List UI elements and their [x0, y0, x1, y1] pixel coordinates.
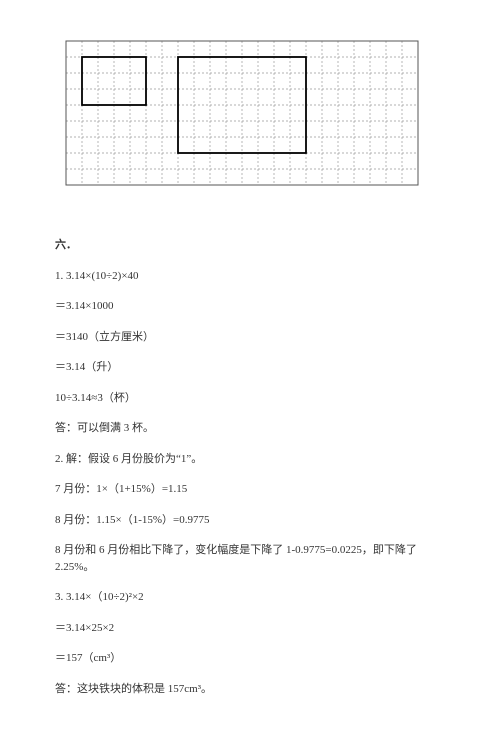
content-block: 六． 1. 3.14×(10÷2)×40 ＝3.14×1000 ＝3140（立方… — [55, 237, 445, 697]
line: 7 月份：1×（1+15%）=1.15 — [55, 481, 445, 498]
grid-diagram — [65, 40, 445, 189]
line: 答：这块铁块的体积是 157cm³。 — [55, 681, 445, 698]
section-title: 六． — [55, 237, 445, 254]
line: ＝3.14×1000 — [55, 298, 445, 315]
line: ＝3140（立方厘米） — [55, 329, 445, 346]
line: 1. 3.14×(10÷2)×40 — [55, 268, 445, 285]
line: ＝157（cm³） — [55, 650, 445, 667]
line: 3. 3.14×（10÷2)²×2 — [55, 589, 445, 606]
line: 2. 解：假设 6 月份股价为“1”。 — [55, 451, 445, 468]
grid-svg — [65, 40, 419, 186]
line: 答：可以倒满 3 杯。 — [55, 420, 445, 437]
line: ＝3.14×25×2 — [55, 620, 445, 637]
line: 8 月份：1.15×（1-15%）=0.9775 — [55, 512, 445, 529]
line: 8 月份和 6 月份相比下降了，变化幅度是下降了 1-0.9775=0.0225… — [55, 542, 445, 575]
line: 10÷3.14≈3（杯） — [55, 390, 445, 407]
line: ＝3.14（升） — [55, 359, 445, 376]
